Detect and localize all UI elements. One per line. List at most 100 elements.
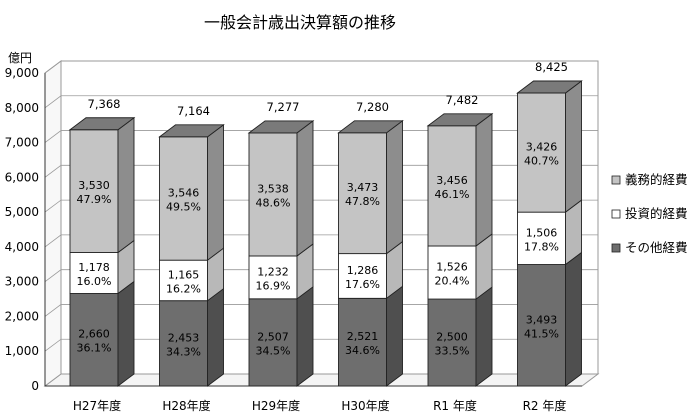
legend-swatch xyxy=(611,175,621,185)
bar-segment-side xyxy=(386,119,403,255)
y-tick-label: 1,000 xyxy=(5,344,39,358)
legend-label: その他経費 xyxy=(625,240,688,255)
y-tick-label: 4,000 xyxy=(5,240,39,254)
y-tick-label: 8,000 xyxy=(5,101,39,115)
segment-percent-label: 20.4% xyxy=(435,275,470,288)
segment-percent-label: 48.6% xyxy=(256,196,291,209)
gridline xyxy=(44,269,598,282)
side-wall xyxy=(44,60,62,387)
segment-value-label: 1,526 xyxy=(436,261,468,274)
bar-total-label: 7,482 xyxy=(446,93,479,107)
x-tick-label: H29年度 xyxy=(252,398,300,413)
bar-segment-side xyxy=(207,123,224,262)
bar-total-label: 7,368 xyxy=(88,97,121,111)
segment-value-label: 1,232 xyxy=(257,265,289,278)
x-tick-label: H30年度 xyxy=(341,398,389,413)
segment-percent-label: 16.9% xyxy=(256,279,291,292)
segment-value-label: 1,165 xyxy=(168,268,200,281)
bar-segment-side xyxy=(475,112,493,247)
segment-value-label: 3,530 xyxy=(78,179,110,192)
bar-segment xyxy=(517,264,566,387)
segment-value-label: 3,426 xyxy=(526,141,558,154)
bar-segment-side xyxy=(296,285,314,387)
legend-label: 投資的経費 xyxy=(625,206,688,221)
segment-value-label: 2,660 xyxy=(78,328,110,341)
segment-percent-label: 41.5% xyxy=(524,327,559,340)
segment-percent-label: 16.2% xyxy=(166,282,201,295)
bar-segment-side xyxy=(565,251,582,387)
gridline xyxy=(44,304,598,317)
segment-percent-label: 49.5% xyxy=(166,201,201,214)
segment-percent-label: 17.6% xyxy=(345,278,380,291)
y-tick-label: 7,000 xyxy=(5,136,39,150)
segment-percent-label: 17.8% xyxy=(524,240,559,253)
bar-total-label: 7,277 xyxy=(267,100,300,114)
segment-value-label: 1,286 xyxy=(347,264,379,277)
y-tick-label: 6,000 xyxy=(5,170,39,184)
segment-value-label: 3,456 xyxy=(436,174,468,187)
segment-value-label: 3,493 xyxy=(526,313,558,326)
legend-swatch xyxy=(611,209,621,219)
legend-item: その他経費 xyxy=(611,240,688,255)
y-axis-unit-label: 億円 xyxy=(8,51,32,65)
segment-value-label: 2,507 xyxy=(257,330,289,343)
segment-percent-label: 36.1% xyxy=(77,342,112,355)
x-tick-label: R2 年度 xyxy=(523,398,567,413)
segment-value-label: 1,178 xyxy=(78,261,110,274)
y-tick-label: 0 xyxy=(31,379,39,393)
segment-value-label: 2,521 xyxy=(347,330,379,343)
legend-label: 義務的経費 xyxy=(625,172,688,187)
bar-segment-side xyxy=(386,285,403,387)
segment-percent-label: 16.0% xyxy=(77,275,112,288)
legend-item: 義務的経費 xyxy=(611,172,688,187)
segment-value-label: 2,453 xyxy=(168,331,200,344)
y-tick-label: 2,000 xyxy=(5,309,39,323)
y-tick-label: 5,000 xyxy=(5,205,39,219)
segment-value-label: 3,538 xyxy=(257,182,289,195)
segment-percent-label: 34.6% xyxy=(345,344,380,357)
bar-segment xyxy=(248,298,298,387)
bar-top xyxy=(426,113,494,127)
segment-percent-label: 33.5% xyxy=(435,345,470,358)
bar-segment xyxy=(159,300,208,387)
segment-percent-label: 47.9% xyxy=(77,193,112,206)
x-tick-label: H27年度 xyxy=(73,398,121,413)
gridline xyxy=(44,60,598,74)
bar-segment xyxy=(69,129,119,253)
bar-segment xyxy=(338,132,387,255)
bar-segment-side xyxy=(117,280,135,387)
chart-title: 一般会計歳出決算額の推移 xyxy=(204,13,396,32)
segment-value-label: 2,500 xyxy=(436,331,468,344)
y-tick-label: 3,000 xyxy=(5,275,39,289)
bar-segment-side xyxy=(475,286,493,387)
bar-segment xyxy=(517,211,566,265)
x-tick-label: R1 年度 xyxy=(433,398,477,413)
gridline xyxy=(44,234,598,248)
bar-segment-side xyxy=(117,116,135,254)
segment-percent-label: 34.3% xyxy=(166,345,201,358)
segment-percent-label: 47.8% xyxy=(345,195,380,208)
segment-percent-label: 46.1% xyxy=(435,188,470,201)
bar-top xyxy=(158,124,225,138)
bar-segment-side xyxy=(565,80,582,214)
bar-segment-side xyxy=(296,120,314,257)
bar-top xyxy=(516,80,583,94)
gridline xyxy=(44,95,598,109)
segment-value-label: 3,473 xyxy=(347,181,379,194)
segment-percent-label: 34.5% xyxy=(256,344,291,357)
x-tick-label: H28年度 xyxy=(162,398,210,413)
bar-top xyxy=(247,120,315,134)
plot-area: 0 1,000 2,000 3,000 4,000 5,000 6,000 7,000 8,00… xyxy=(5,60,600,413)
bar-total-label: 7,280 xyxy=(356,100,389,114)
bar-top xyxy=(68,117,136,131)
bar-segment-side xyxy=(207,287,224,387)
bar-segment xyxy=(338,297,387,387)
gridline xyxy=(44,338,598,352)
bar-top xyxy=(337,120,404,134)
